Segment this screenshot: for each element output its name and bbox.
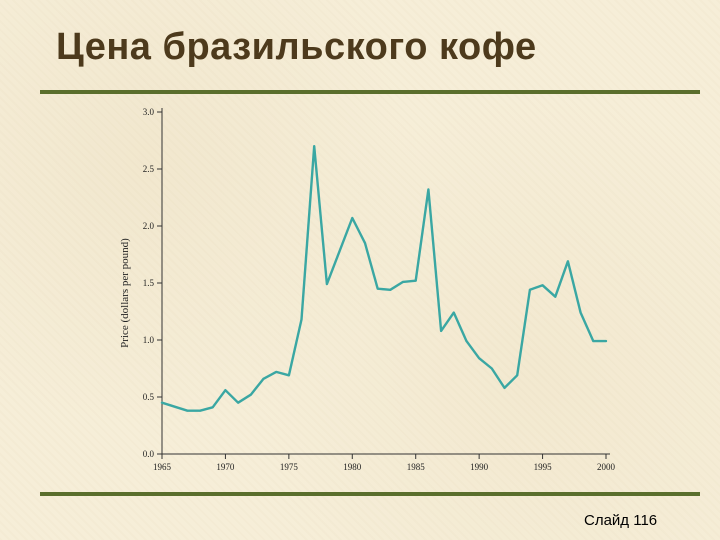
data-point	[287, 374, 290, 377]
data-point	[592, 340, 595, 343]
y-axis-label: Price (dollars per pound)	[119, 238, 131, 348]
slide-number: Слайд 116	[584, 512, 658, 529]
y-tick-label: 1.0	[143, 335, 155, 345]
x-tick-label: 1995	[534, 462, 553, 472]
data-point	[478, 357, 481, 360]
y-tick-label: 3.0	[143, 107, 155, 117]
data-point	[554, 295, 557, 298]
data-point	[351, 217, 354, 219]
data-point	[224, 389, 227, 392]
x-tick-label: 1965	[153, 462, 172, 472]
data-point	[326, 283, 328, 286]
data-point	[300, 318, 303, 321]
data-point	[186, 409, 189, 412]
ticks-layer: 0.0 0.5 1.0 1.5 2.0 2.5 3.0 1965 1970 1975 1980 198…	[143, 107, 616, 472]
data-point	[275, 371, 278, 373]
data-point	[579, 311, 582, 314]
data-point	[528, 288, 531, 291]
data-point	[541, 284, 544, 287]
data-point	[364, 242, 366, 245]
footer-divider	[40, 492, 700, 496]
axes-layer	[161, 108, 610, 455]
data-point	[516, 374, 519, 377]
data-point	[262, 377, 265, 380]
data-point	[452, 311, 455, 314]
data-point	[389, 288, 392, 291]
data-point	[211, 406, 214, 409]
title-divider	[40, 90, 700, 94]
data-point	[249, 393, 252, 396]
y-tick-label: 0.5	[143, 392, 155, 402]
data-point	[605, 340, 607, 343]
x-tick-label: 1975	[280, 462, 299, 472]
price-chart: 0.0 0.5 1.0 1.5 2.0 2.5 3.0 1965 1970 1975 1980 198…	[110, 96, 620, 488]
slide-title: Цена бразильского кофе	[56, 26, 537, 68]
y-tick-label: 0.0	[143, 449, 155, 459]
data-point	[161, 401, 163, 404]
x-tick-label: 1985	[407, 462, 426, 472]
data-point	[402, 280, 404, 283]
x-tick-label: 2000	[597, 462, 616, 472]
data-point	[427, 188, 430, 191]
data-point	[414, 279, 417, 282]
x-tick-label: 1980	[343, 462, 362, 472]
y-tick-label: 1.5	[143, 278, 155, 288]
y-tick-label: 2.0	[143, 221, 155, 231]
chart-svg: 0.0 0.5 1.0 1.5 2.0 2.5 3.0 1965 1970 1975 1980 198…	[119, 107, 616, 472]
data-point	[313, 145, 316, 148]
data-point	[490, 367, 493, 370]
data-point	[199, 409, 201, 412]
data-point	[567, 260, 569, 263]
series-line	[160, 145, 608, 412]
y-tick-label: 2.5	[143, 164, 155, 174]
data-point	[440, 329, 442, 332]
data-point	[237, 401, 240, 404]
data-point	[503, 386, 506, 389]
series-layer	[160, 145, 608, 412]
x-tick-label: 1990	[470, 462, 489, 472]
data-point	[465, 340, 468, 343]
data-point	[376, 287, 379, 290]
x-tick-label: 1970	[216, 462, 235, 472]
